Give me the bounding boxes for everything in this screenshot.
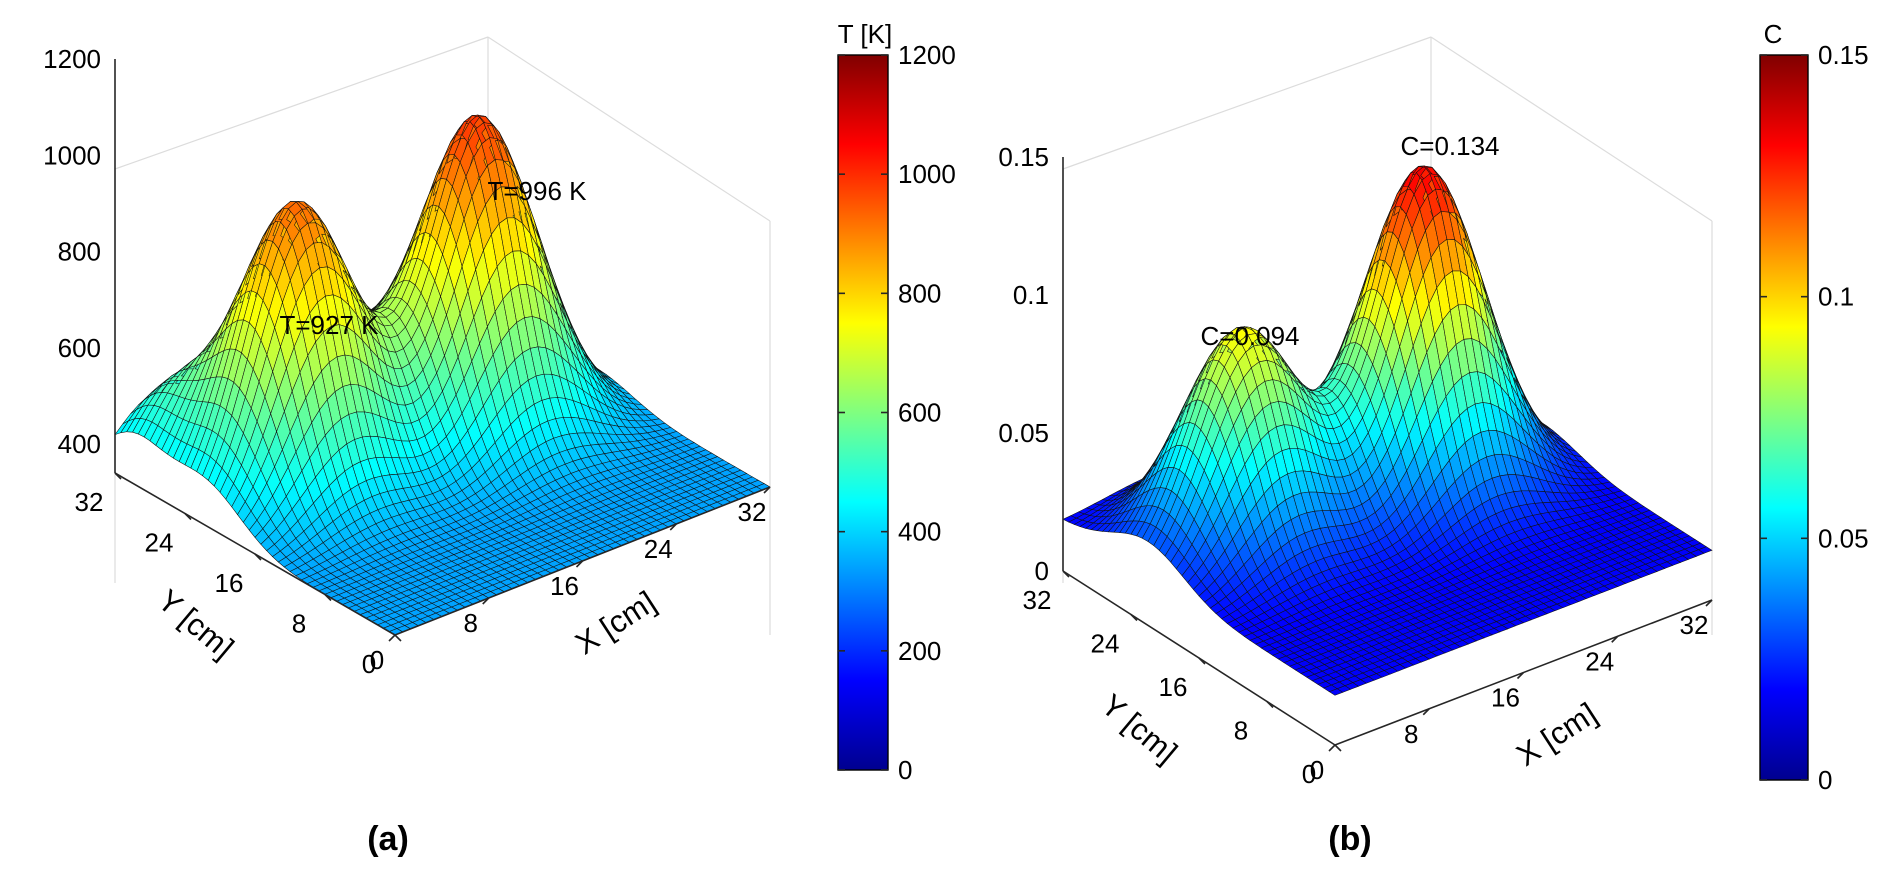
x-tick-mark (575, 560, 584, 568)
colorbar-tick-label: 400 (898, 517, 941, 547)
x-tick-label: 16 (1491, 683, 1520, 713)
z-tick-label: 1000 (43, 140, 101, 170)
y-tick-label: 16 (215, 568, 244, 598)
colorbar: C 0 0.05 0.1 0.15 (1759, 19, 1869, 795)
surface-patch (1697, 546, 1713, 554)
x-tick-label: 24 (1585, 646, 1614, 676)
colorbar-tick-label: 0.1 (1818, 282, 1854, 312)
x-tick-mark (482, 597, 490, 605)
x-tick-label: 24 (644, 534, 673, 564)
y-tick-label: 24 (1091, 629, 1120, 659)
y-tick-label: 24 (145, 528, 174, 558)
z-tick-label: 0.05 (998, 418, 1049, 448)
x-tick-label: 32 (1680, 610, 1709, 640)
panel-label: (b) (1328, 820, 1371, 858)
colorbar-tick-label: 1200 (898, 40, 956, 70)
x-tick-label: 16 (550, 571, 579, 601)
colorbar-tick-label: 200 (898, 636, 941, 666)
peak-annotation-2: C=0.134 (1400, 131, 1499, 161)
y-tick-label: 16 (1159, 672, 1188, 702)
y-tick-label: 32 (1023, 585, 1052, 615)
z-tick-label: 800 (58, 237, 101, 267)
z-tick-label: 400 (58, 429, 101, 459)
colorbar: T [K] 0 200 400 600 800 1000 1200 (837, 19, 956, 785)
y-tick-mark (324, 593, 332, 602)
colorbar-label: T [K] (838, 19, 892, 49)
y-tick-label: 32 (75, 487, 104, 517)
colorbar-tick-label: 1000 (898, 159, 956, 189)
peak-annotation-1: C=0.094 (1200, 321, 1299, 351)
colorbar-gradient (1759, 54, 1809, 781)
x-tick-mark (1516, 671, 1525, 680)
x-tick-mark (669, 523, 677, 531)
x-axis-label: X [cm] (1510, 696, 1603, 773)
y-tick-mark (254, 553, 262, 561)
y-tick-label: 0 (1302, 759, 1316, 789)
colorbar-label: C (1764, 19, 1783, 49)
y-tick-mark (1198, 657, 1206, 665)
colorbar-gradient (837, 54, 889, 771)
colorbar-tick-label: 0.05 (1818, 523, 1869, 553)
z-tick-label: 0 (1035, 556, 1049, 586)
x-tick-mark (1611, 635, 1619, 643)
y-tick-mark (1266, 700, 1274, 709)
z-tick-label: 0.1 (1013, 280, 1049, 310)
z-tick-label: 1200 (43, 44, 101, 74)
peak-annotation-1: T=927 K (279, 310, 379, 340)
x-tick-label: 32 (738, 497, 767, 527)
x-tick-mark (1422, 708, 1430, 716)
y-tick-label: 0 (362, 649, 376, 679)
y-tick-label: 8 (292, 609, 306, 639)
x-tick-label: 0 (370, 645, 384, 675)
y-tick-mark (394, 634, 402, 642)
x-tick-mark (763, 486, 771, 494)
y-tick-mark (1130, 613, 1138, 622)
x-axis-label: X [cm] (569, 584, 662, 661)
y-tick-mark (184, 512, 192, 521)
x-tick-mark (1328, 744, 1336, 752)
y-tick-mark (1334, 744, 1342, 752)
panel-label: (a) (367, 820, 409, 858)
colorbar-tick-label: 0.15 (1818, 40, 1869, 70)
x-tick-label: 0 (1310, 755, 1324, 785)
y-tick-mark (114, 472, 122, 480)
x-tick-label: 8 (1404, 719, 1418, 749)
colorbar-tick-label: 0 (1818, 765, 1832, 795)
x-tick-mark (1705, 599, 1713, 607)
z-tick-label: 0.15 (998, 142, 1049, 172)
colorbar-tick-label: 0 (898, 755, 912, 785)
y-tick-mark (1062, 570, 1070, 578)
colorbar-tick-label: 600 (898, 398, 941, 428)
z-tick-label: 600 (58, 333, 101, 363)
y-tick-label: 8 (1234, 716, 1248, 746)
x-tick-mark (388, 634, 396, 642)
surface-mesh (1062, 165, 1713, 696)
colorbar-tick-label: 800 (898, 278, 941, 308)
x-tick-label: 8 (464, 608, 478, 638)
surface-mesh (114, 114, 771, 636)
peak-annotation-2: T=996 K (487, 176, 587, 206)
